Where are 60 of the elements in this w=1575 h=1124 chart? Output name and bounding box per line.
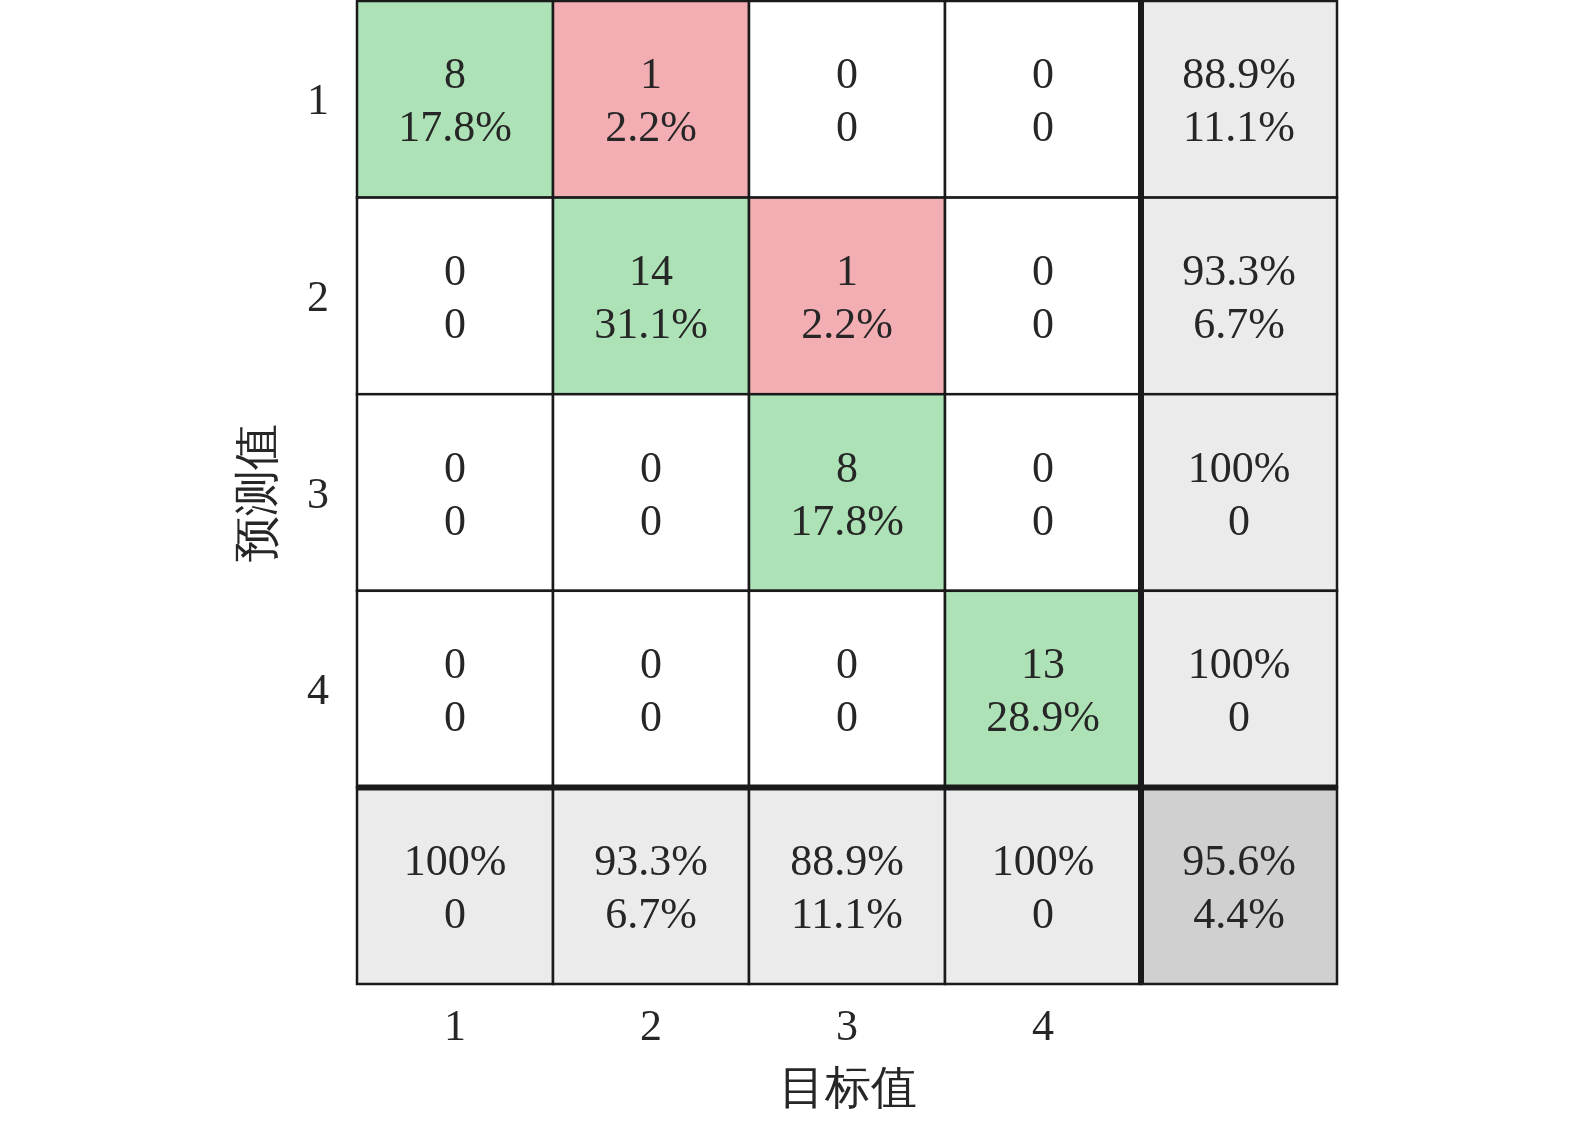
- x-tick-label: 4: [1032, 1001, 1054, 1050]
- y-tick-label: 2: [307, 271, 329, 321]
- annotation: 0: [1032, 495, 1054, 545]
- x-tick-label: 2: [640, 1001, 662, 1050]
- data-label: 8: [444, 49, 466, 99]
- annotation: 31.1%: [594, 298, 708, 348]
- data-label: 0: [444, 442, 466, 492]
- annotation: 17.8%: [398, 102, 512, 152]
- annotation: 0: [444, 692, 466, 742]
- annotation: 0: [1032, 298, 1054, 348]
- data-label: 0: [444, 639, 466, 689]
- annotation: 0: [1228, 495, 1250, 545]
- annotation: 28.9%: [986, 692, 1100, 742]
- y-tick-label: 1: [307, 75, 329, 125]
- data-label: 13: [1021, 639, 1065, 689]
- data-label: 88.9%: [1182, 49, 1296, 99]
- data-label: 100%: [1187, 639, 1291, 689]
- annotation: 2.2%: [801, 298, 893, 348]
- data-label: 0: [640, 639, 662, 689]
- data-label: 0: [1032, 245, 1054, 295]
- data-label: 1: [836, 245, 858, 295]
- annotation: 0: [640, 692, 662, 742]
- annotation: 0: [444, 495, 466, 545]
- annotation: 0: [1228, 692, 1250, 742]
- annotation: 0: [1032, 888, 1054, 938]
- y-tick-label: 4: [307, 665, 329, 715]
- data-label: 0: [1032, 49, 1054, 99]
- data-label: 0: [640, 442, 662, 492]
- annotation: 11.1%: [1182, 102, 1296, 152]
- annotation: 2.2%: [605, 102, 697, 152]
- data-label: 100%: [1187, 442, 1291, 492]
- data-label: 88.9%: [790, 835, 904, 885]
- x-tick-label: 1: [444, 1001, 466, 1050]
- annotation: 0: [836, 692, 858, 742]
- data-label: 100%: [403, 835, 507, 885]
- annotation: 11.1%: [790, 888, 904, 938]
- annotation: 0: [640, 495, 662, 545]
- data-label: 0: [836, 639, 858, 689]
- data-label: 95.6%: [1182, 835, 1296, 885]
- annotation: 6.7%: [1193, 298, 1285, 348]
- annotation: 0: [1032, 102, 1054, 152]
- data-label: 1: [640, 49, 662, 99]
- data-label: 0: [444, 245, 466, 295]
- annotation: 0: [444, 888, 466, 938]
- y-tick-label: 3: [307, 468, 329, 518]
- data-label: 0: [1032, 442, 1054, 492]
- annotation: 4.4%: [1193, 888, 1285, 938]
- data-label: 93.3%: [594, 835, 708, 885]
- x-axis-title: 目标值: [779, 1062, 917, 1113]
- annotation: 0: [836, 102, 858, 152]
- x-tick-label: 3: [836, 1001, 858, 1050]
- data-label: 8: [836, 442, 858, 492]
- data-label: 0: [836, 49, 858, 99]
- annotation: 17.8%: [790, 495, 904, 545]
- y-axis-title: 预测值: [231, 423, 282, 562]
- annotation: 6.7%: [605, 888, 697, 938]
- annotation: 0: [444, 298, 466, 348]
- data-label: 14: [629, 245, 673, 295]
- data-label: 100%: [991, 835, 1095, 885]
- data-label: 93.3%: [1182, 245, 1296, 295]
